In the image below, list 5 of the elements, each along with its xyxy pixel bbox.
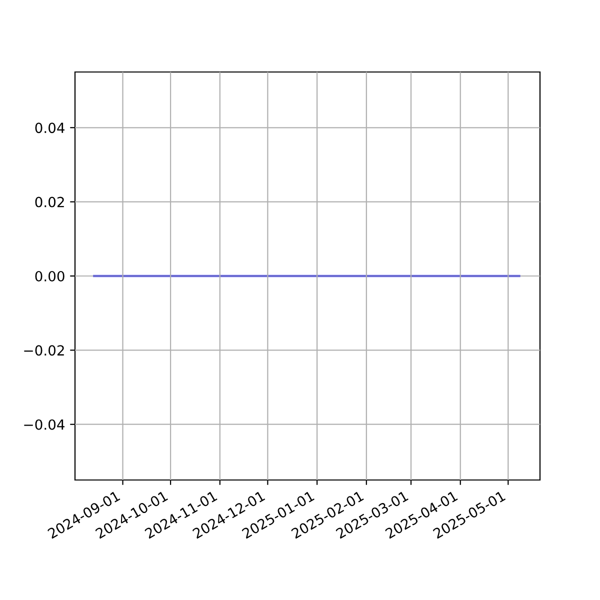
y-tick-label: −0.02 <box>24 345 64 356</box>
y-tick-label: 0.00 <box>35 270 64 282</box>
y-tick-label: 0.02 <box>35 196 64 208</box>
y-tick-label: −0.04 <box>24 419 64 430</box>
y-tick-label: 0.04 <box>35 122 64 134</box>
